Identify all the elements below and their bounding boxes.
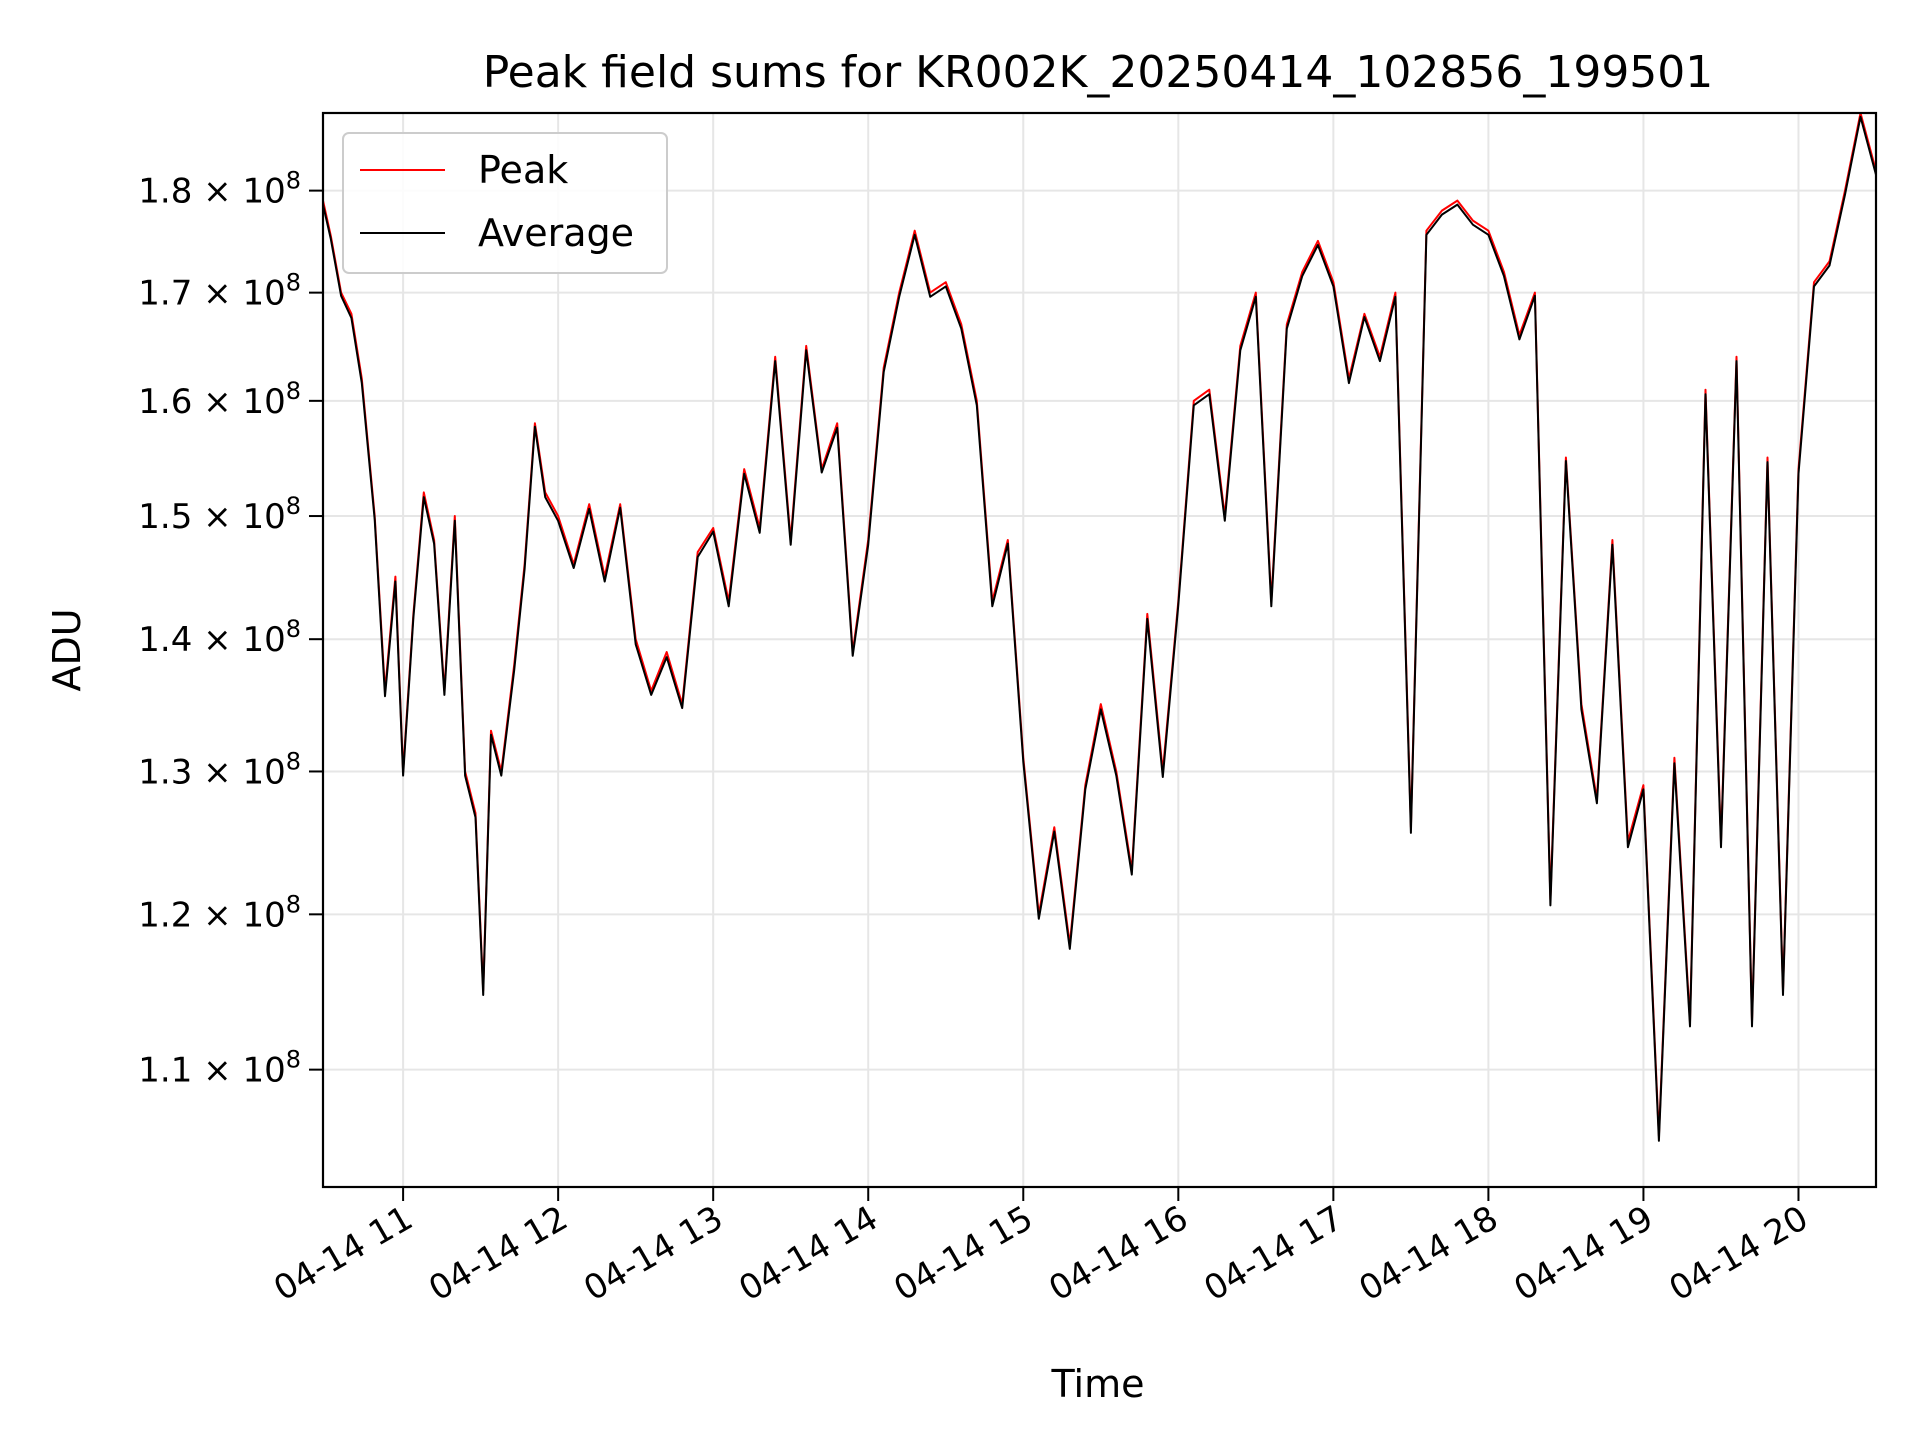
y-tick-label: 1.5 × 108 (138, 492, 301, 537)
y-axis-ticks: 1.1 × 108 1.2 × 108 1.3 × 108 1.4 × 108 1.5 … (138, 167, 323, 1091)
y-tick-label: 1.3 × 108 (138, 747, 301, 792)
series-line-average (323, 115, 1876, 1142)
legend-label-average: Average (478, 211, 634, 255)
x-axis-label: Time (1051, 1362, 1145, 1406)
y-axis-label: ADU (45, 608, 89, 691)
plot-frame (321, 111, 1878, 1189)
grid (323, 113, 1876, 1187)
legend-label-peak: Peak (478, 148, 568, 192)
y-tick-label: 1.4 × 108 (138, 615, 301, 660)
series-layer (323, 113, 1876, 1142)
y-tick-label: 1.8 × 108 (138, 167, 301, 212)
chart-title: Peak field sums for KR002K_20250414_1028… (483, 47, 1714, 98)
y-tick-label: 1.6 × 108 (138, 377, 301, 422)
y-tick-label: 1.1 × 108 (138, 1046, 301, 1091)
y-tick-label: 1.7 × 108 (138, 269, 301, 314)
legend-box (342, 132, 668, 274)
legend: Peak Average (342, 132, 668, 274)
y-tick-label: 1.2 × 108 (138, 890, 301, 935)
